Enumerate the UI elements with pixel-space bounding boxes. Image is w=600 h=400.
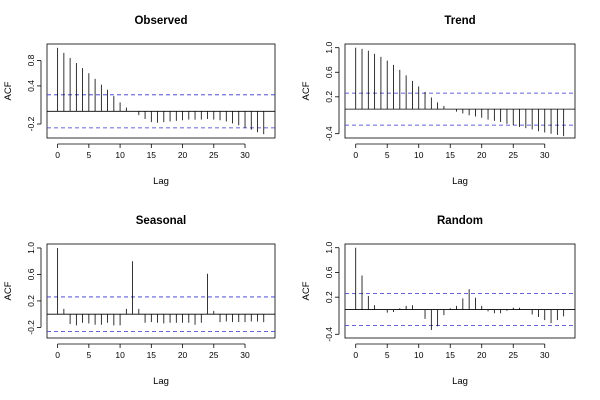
plot-frame bbox=[46, 43, 276, 139]
x-axis-label: Lag bbox=[452, 376, 468, 387]
y-axis-label: ACF bbox=[3, 81, 14, 100]
y-tick-label: 0.2 bbox=[324, 91, 334, 103]
y-tick-label: 0.6 bbox=[324, 66, 334, 78]
acf-panel-random: 0 5 10 15 20 25 30 -0.4 0.2 0.6 1.0 Random Lag ACF bbox=[301, 215, 576, 387]
x-tick-label: 10 bbox=[115, 350, 125, 360]
x-tick-label: 15 bbox=[445, 150, 455, 160]
x-tick-label: 30 bbox=[240, 350, 250, 360]
y-tick-label: 0.6 bbox=[324, 266, 334, 278]
x-tick-label: 5 bbox=[86, 150, 91, 160]
x-tick-label: 15 bbox=[147, 350, 157, 360]
x-tick-label: 5 bbox=[385, 350, 390, 360]
x-tick-label: 25 bbox=[209, 350, 219, 360]
x-tick-label: 0 bbox=[353, 350, 358, 360]
x-tick-label: 10 bbox=[115, 150, 125, 160]
y-tick-label: 1.0 bbox=[324, 42, 334, 54]
y-tick-label: 1.0 bbox=[26, 242, 36, 254]
plot-frame bbox=[344, 43, 576, 139]
chart-title: Random bbox=[437, 215, 483, 227]
x-tick-label: 0 bbox=[55, 150, 60, 160]
y-tick-label: 0.8 bbox=[26, 54, 36, 66]
y-tick-label: -0.2 bbox=[26, 320, 36, 335]
x-tick-label: 10 bbox=[414, 350, 424, 360]
x-tick-label: 25 bbox=[209, 150, 219, 160]
x-tick-label: 30 bbox=[540, 150, 550, 160]
x-tick-label: 20 bbox=[178, 150, 188, 160]
x-tick-label: 10 bbox=[414, 150, 424, 160]
x-tick-label: 0 bbox=[55, 350, 60, 360]
x-tick-label: 20 bbox=[477, 150, 487, 160]
x-tick-label: 15 bbox=[445, 350, 455, 360]
y-axis-label: ACF bbox=[301, 281, 312, 300]
x-tick-label: 20 bbox=[477, 350, 487, 360]
x-axis-label: Lag bbox=[153, 376, 169, 387]
y-tick-label: 0.2 bbox=[26, 295, 36, 307]
y-tick-label: 0.4 bbox=[26, 80, 36, 92]
x-tick-label: 25 bbox=[509, 350, 519, 360]
x-axis-label: Lag bbox=[153, 176, 169, 187]
x-tick-label: 5 bbox=[385, 150, 390, 160]
y-tick-label: -0.2 bbox=[26, 116, 36, 131]
acf-panel-observed: 0 5 10 15 20 25 30 -0.2 0.4 0.8 Observed Lag ACF bbox=[3, 15, 276, 187]
x-tick-label: 30 bbox=[540, 350, 550, 360]
y-axis-label: ACF bbox=[301, 81, 312, 100]
y-tick-label: -0.4 bbox=[324, 126, 334, 141]
x-tick-label: 20 bbox=[178, 350, 188, 360]
y-tick-label: 0.6 bbox=[26, 268, 36, 280]
plot-frame bbox=[344, 243, 576, 339]
y-tick-label: 0.2 bbox=[324, 291, 334, 303]
chart-title: Seasonal bbox=[136, 215, 187, 227]
acf-panel-trend: 0 5 10 15 20 25 30 -0.4 0.2 0.6 1.0 Trend Lag ACF bbox=[301, 15, 576, 187]
x-tick-label: 25 bbox=[509, 150, 519, 160]
x-tick-label: 15 bbox=[147, 150, 157, 160]
chart-title: Observed bbox=[134, 15, 187, 27]
plot-frame bbox=[46, 243, 276, 339]
x-tick-label: 30 bbox=[240, 150, 250, 160]
chart-title: Trend bbox=[444, 15, 475, 27]
acf-panel-seasonal: 0 5 10 15 20 25 30 -0.2 0.2 0.6 1.0 Seasonal Lag ACF bbox=[3, 215, 276, 387]
y-axis-label: ACF bbox=[3, 281, 14, 300]
y-tick-label: 1.0 bbox=[324, 242, 334, 254]
y-tick-label: -0.4 bbox=[324, 327, 334, 342]
x-tick-label: 5 bbox=[86, 350, 91, 360]
x-tick-label: 0 bbox=[353, 150, 358, 160]
x-axis-label: Lag bbox=[452, 176, 468, 187]
